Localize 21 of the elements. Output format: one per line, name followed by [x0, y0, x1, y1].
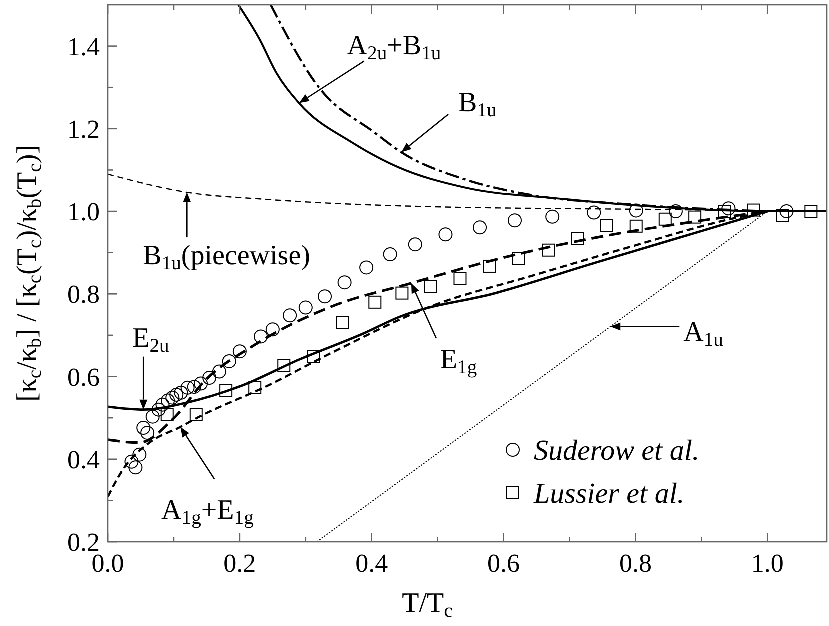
x-tick-label: 1.0 [751, 549, 784, 578]
y-tick-label: 0.8 [68, 280, 100, 310]
x-tick-label: 0.2 [224, 549, 256, 578]
annotation: A$_{1g}$+E$_{1g}$ [162, 495, 254, 530]
y-tick-label: 0.6 [68, 362, 100, 392]
y-tick-label: 1.2 [68, 114, 100, 144]
annotation: A$_{1u}$ [684, 316, 724, 351]
y-tick-label: 0.4 [68, 445, 100, 474]
y-tick-label: 1.4 [68, 32, 100, 62]
y-tick-label: 1.0 [68, 198, 100, 227]
x-axis-title: T/T$_{c}$ [402, 588, 454, 622]
annotation: A$_{2u}$+B$_{1u}$ [347, 30, 442, 64]
legend-label: Lussier et al. [533, 478, 685, 510]
annotation: E$_{1g}$ [440, 344, 478, 378]
x-tick-label: 0.8 [619, 549, 652, 578]
x-tick-label: 0.6 [488, 549, 520, 578]
annotation: B$_{1u}$(piecewise) [143, 240, 310, 275]
annotation: B$_{1u}$ [458, 87, 498, 122]
legend-label: Suderow et al. [534, 435, 700, 467]
annotation: E$_{2u}$ [132, 322, 170, 357]
x-tick-label: 0.4 [356, 549, 388, 578]
